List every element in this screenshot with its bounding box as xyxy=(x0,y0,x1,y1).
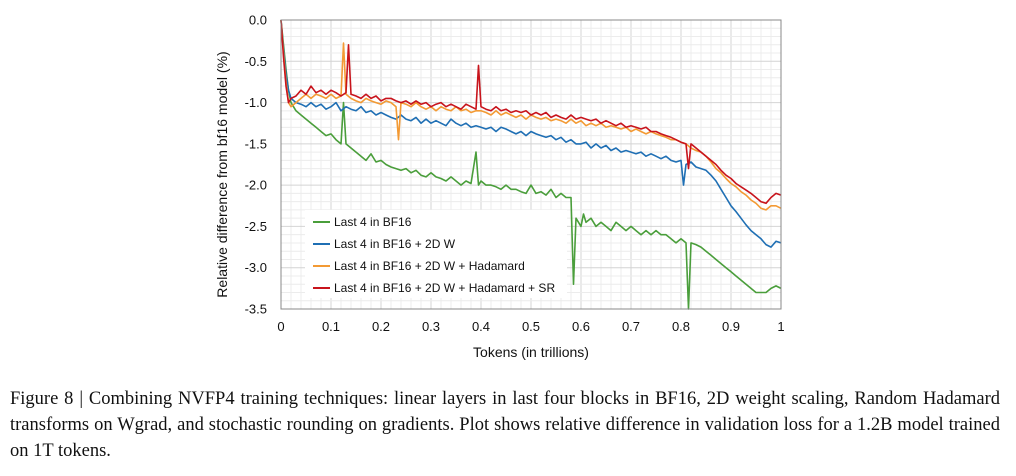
y-tick-label: -3.5 xyxy=(245,302,267,317)
y-tick-label: -0.5 xyxy=(245,54,267,69)
series-line-4 xyxy=(280,19,782,205)
x-axis-label: Tokens (in trillions) xyxy=(473,344,589,360)
series-line-2 xyxy=(280,19,782,248)
x-tick-label: 0.1 xyxy=(322,319,340,334)
y-tick-label: -2.0 xyxy=(245,178,267,193)
x-tick-label: 0 xyxy=(277,319,284,334)
chart: 0.0-0.5-1.0-1.5-2.0-2.5-3.0-3.5 0 0.1 0.2 0… xyxy=(214,13,785,361)
y-tick-label: 0.0 xyxy=(249,13,267,28)
y-tick-label: -2.5 xyxy=(245,219,267,234)
x-tick-label: 0.8 xyxy=(672,319,690,334)
y-tick-label: -1.0 xyxy=(245,95,267,110)
x-axis-ticks: 0 0.1 0.2 0.3 0.4 0.5 0.6 0.7 0.8 0.9 1 xyxy=(277,319,784,334)
series-lines xyxy=(280,19,782,310)
x-tick-label: 0.3 xyxy=(422,319,440,334)
legend-label-3: Last 4 in BF16 + 2D W + Hadamard xyxy=(334,259,525,273)
x-tick-label: 0.5 xyxy=(522,319,540,334)
series-line-3 xyxy=(280,19,782,211)
y-tick-label: -1.5 xyxy=(245,136,267,151)
series-line-1 xyxy=(280,19,782,310)
legend-label-1: Last 4 in BF16 xyxy=(334,215,412,229)
x-tick-label: 0.2 xyxy=(372,319,390,334)
x-tick-label: 0.6 xyxy=(572,319,590,334)
x-tick-label: 1 xyxy=(777,319,784,334)
y-axis-label: Relative difference from bf16 model (%) xyxy=(214,51,230,297)
legend-label-2: Last 4 in BF16 + 2D W xyxy=(334,237,456,251)
legend: Last 4 in BF16 Last 4 in BF16 + 2D W Last … xyxy=(305,210,567,298)
y-tick-label: -3.0 xyxy=(245,260,267,275)
x-tick-label: 0.4 xyxy=(472,319,490,334)
x-tick-label: 0.7 xyxy=(622,319,640,334)
legend-label-4: Last 4 in BF16 + 2D W + Hadamard + SR xyxy=(334,281,555,295)
x-tick-label: 0.9 xyxy=(722,319,740,334)
legend-box xyxy=(305,210,567,298)
figure-caption: Figure 8 | Combining NVFP4 training tech… xyxy=(10,389,1000,461)
y-axis-ticks: 0.0 -0.5 -1.0 -1.5 -2.0 -2.5 -3.0 -3.5 xyxy=(245,13,267,317)
plot-frame xyxy=(280,19,782,310)
